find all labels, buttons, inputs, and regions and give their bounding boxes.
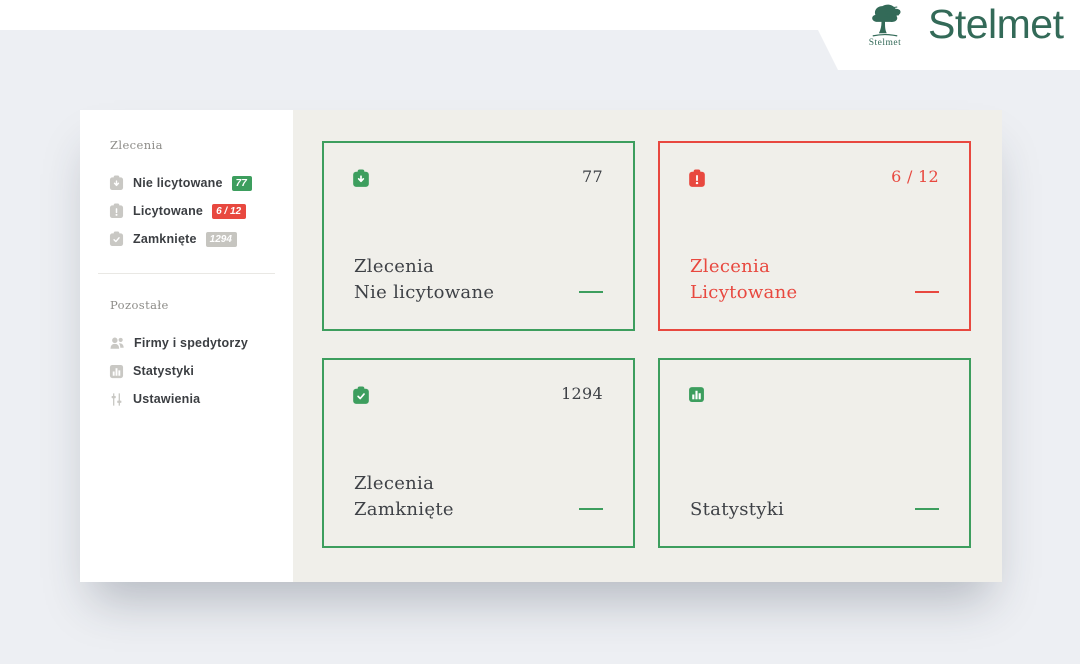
- card-title-line1: Zlecenia: [354, 256, 435, 277]
- status-badge: 1294: [205, 231, 237, 247]
- card-dash: [915, 291, 939, 293]
- card-dash: [579, 508, 603, 510]
- sidebar-section-title-pozostale: Pozostałe: [110, 298, 169, 312]
- card-title: Statystyki: [690, 497, 784, 523]
- card-statystyki[interactable]: Statystyki: [658, 358, 971, 548]
- bar-chart-icon: [688, 386, 705, 403]
- clipboard-arrow-down-icon: [109, 175, 124, 191]
- card-title-line2: Licytowane: [690, 282, 798, 303]
- header-flag: [803, 0, 1080, 70]
- card-title-line1: Zlecenia: [354, 473, 435, 494]
- status-badge: 77: [231, 175, 252, 191]
- brand-name: Stelmet: [928, 1, 1064, 47]
- sidebar-item-nie-licytowane[interactable]: Nie licytowane 77: [80, 169, 293, 197]
- brand-logo: Stelmet Stelmet: [856, 0, 1064, 56]
- sliders-icon: [109, 392, 124, 407]
- card-title-line2: Zamknięte: [354, 499, 454, 520]
- card-zlecenia-zamkniete[interactable]: 1294 Zlecenia Zamknięte: [322, 358, 635, 548]
- sidebar-item-ustawienia[interactable]: Ustawienia: [80, 385, 293, 413]
- card-zlecenia-licytowane[interactable]: 6 / 12 Zlecenia Licytowane: [658, 141, 971, 331]
- status-badge: 6 / 12: [212, 203, 247, 219]
- sidebar-item-statystyki[interactable]: Statystyki: [80, 357, 293, 385]
- clipboard-check-icon: [352, 386, 370, 405]
- card-value: 77: [582, 167, 603, 186]
- clipboard-exclamation-icon: [688, 169, 706, 188]
- card-zlecenia-nie-licytowane[interactable]: 77 Zlecenia Nie licytowane: [322, 141, 635, 331]
- sidebar-item-label: Firmy i spedytorzy: [134, 336, 249, 350]
- main-panel: Zlecenia Nie licytowane 77: [80, 110, 1002, 582]
- sidebar-item-label: Nie licytowane: [133, 176, 223, 190]
- sidebar-item-firmy-i-spedytorzy[interactable]: Firmy i spedytorzy: [80, 329, 293, 357]
- bar-chart-icon: [109, 364, 124, 379]
- sidebar-nav-pozostale: Firmy i spedytorzy Statystyki: [80, 329, 293, 413]
- card-title-line1: Zlecenia: [690, 256, 771, 277]
- users-icon: [109, 335, 125, 351]
- card-title: Zlecenia Licytowane: [690, 254, 797, 306]
- content-area: 77 Zlecenia Nie licytowane 6 / 12 Zlecen…: [293, 110, 1002, 582]
- card-value: 1294: [561, 384, 603, 403]
- card-dash: [915, 508, 939, 510]
- card-title: Zlecenia Zamknięte: [354, 471, 454, 523]
- tree-logo-icon: Stelmet: [856, 0, 914, 48]
- sidebar-divider: [98, 273, 275, 274]
- card-title-line2: Nie licytowane: [354, 282, 495, 303]
- sidebar: Zlecenia Nie licytowane 77: [80, 110, 293, 582]
- card-title-line2: Statystyki: [690, 499, 785, 520]
- clipboard-exclamation-icon: [109, 203, 124, 219]
- clipboard-arrow-down-icon: [352, 169, 370, 188]
- sidebar-nav-zlecenia: Nie licytowane 77 Licytowane 6 / 12: [80, 169, 293, 253]
- sidebar-item-label: Licytowane: [133, 204, 204, 218]
- sidebar-item-zamkniete[interactable]: Zamknięte 1294: [80, 225, 293, 253]
- logo-caption: Stelmet: [868, 38, 902, 48]
- sidebar-item-label: Statystyki: [133, 364, 195, 378]
- card-title: Zlecenia Nie licytowane: [354, 254, 494, 306]
- sidebar-item-licytowane[interactable]: Licytowane 6 / 12: [80, 197, 293, 225]
- card-dash: [579, 291, 603, 293]
- sidebar-item-label: Zamknięte: [133, 232, 197, 246]
- sidebar-section-title-zlecenia: Zlecenia: [110, 138, 163, 152]
- card-value: 6 / 12: [891, 167, 939, 186]
- sidebar-item-label: Ustawienia: [133, 392, 201, 406]
- clipboard-check-icon: [109, 231, 124, 247]
